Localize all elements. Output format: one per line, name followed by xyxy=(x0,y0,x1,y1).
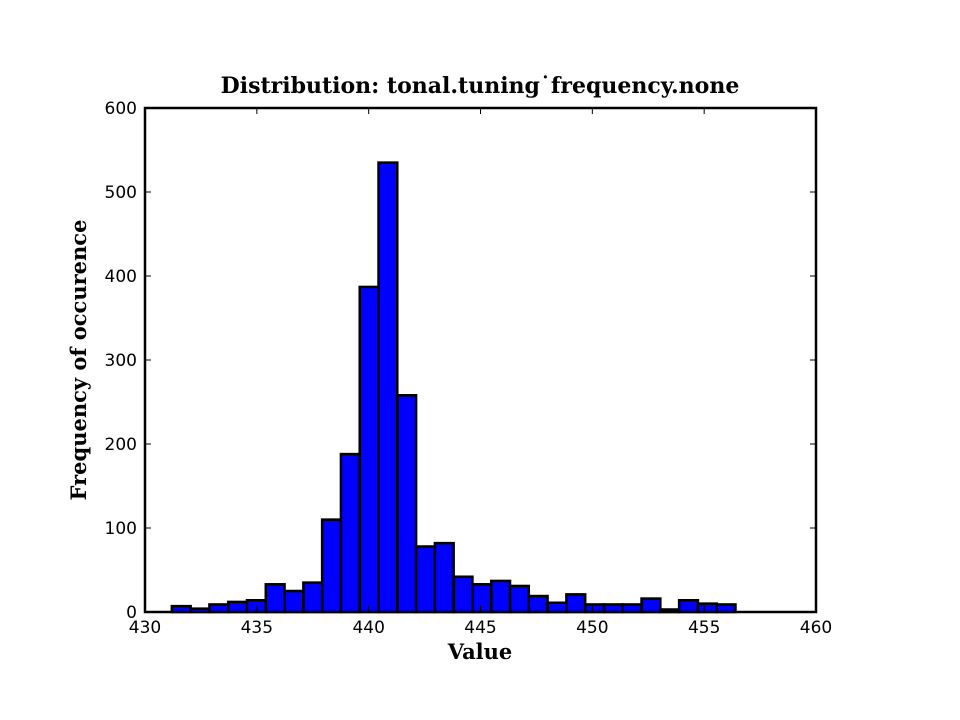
histogram-bar xyxy=(471,583,493,614)
histogram-bar xyxy=(565,593,587,614)
histogram-bar xyxy=(527,594,549,614)
x-tick-label: 460 xyxy=(800,618,832,638)
x-tick-label: 450 xyxy=(576,618,608,638)
histogram-bar xyxy=(283,589,305,614)
histogram-bar xyxy=(508,584,531,614)
histogram-bar xyxy=(358,285,380,614)
histogram-bar xyxy=(546,601,568,614)
histogram-bar xyxy=(489,579,512,614)
x-tick-label: 435 xyxy=(241,618,273,638)
y-tick-label: 0 xyxy=(126,603,137,623)
y-axis-label: Frequency of occurence xyxy=(66,220,91,501)
histogram-bar xyxy=(302,581,324,614)
x-axis-label: Value xyxy=(447,639,513,664)
histogram-bar xyxy=(396,394,418,614)
histogram-bar xyxy=(414,545,437,614)
histogram-bar xyxy=(320,518,343,614)
y-tick-label: 200 xyxy=(105,435,137,455)
x-tick-label: 455 xyxy=(688,618,720,638)
y-tick-label: 500 xyxy=(105,183,137,203)
x-tick-label: 445 xyxy=(464,618,496,638)
x-axis-ticks: 430 435 440 445 450 455 460 xyxy=(129,108,832,638)
histogram-bar xyxy=(339,452,361,614)
x-tick-label: 430 xyxy=(129,618,161,638)
histogram-bar xyxy=(696,602,718,614)
histogram-bar xyxy=(226,600,249,614)
histogram-bar xyxy=(433,541,455,614)
x-tick-label: 440 xyxy=(352,618,384,638)
chart-title: Distribution: tonal.tuning˙frequency.non… xyxy=(221,73,740,99)
histogram-bar xyxy=(452,575,474,614)
histogram-bar xyxy=(640,597,662,614)
y-tick-label: 300 xyxy=(105,351,137,371)
y-axis-ticks: 0 100 200 300 400 500 600 xyxy=(105,99,816,623)
y-tick-label: 100 xyxy=(105,519,137,539)
plot-frame xyxy=(143,106,818,614)
histogram-bar xyxy=(264,583,286,614)
histogram-bar xyxy=(377,161,399,614)
y-tick-label: 400 xyxy=(105,267,137,287)
histogram-bar xyxy=(677,598,700,614)
bars-group xyxy=(170,161,737,614)
y-tick-label: 600 xyxy=(105,99,137,119)
